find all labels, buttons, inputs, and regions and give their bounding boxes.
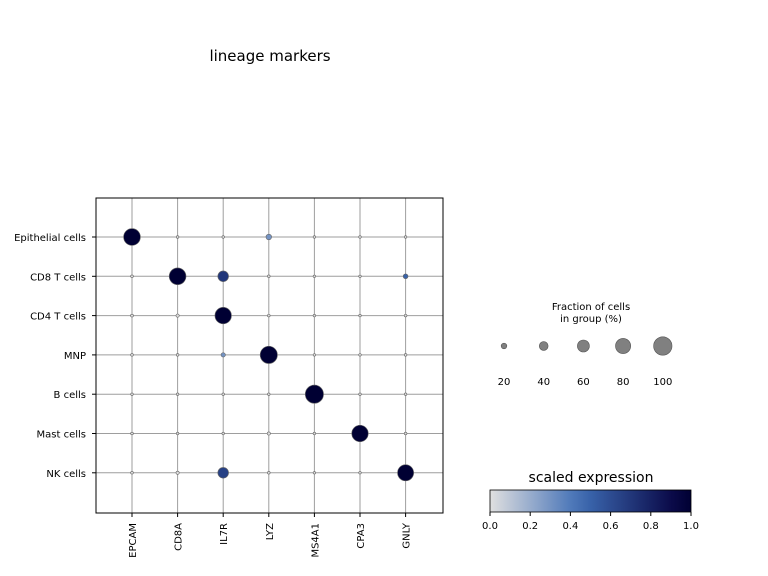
dotplot-panel: Epithelial cells CD8 T cells CD4 T cells MN… <box>14 197 444 558</box>
x-tick-label: EPCAM <box>128 523 139 558</box>
dot-ms4a1-mnp <box>312 353 316 357</box>
dot-ms4a1-nk-cells <box>312 471 316 475</box>
dot-gnly-nk-cells <box>397 464 414 482</box>
dot-cpa3-mnp <box>358 353 362 357</box>
dot-il7r-cd8-t-cells <box>217 270 229 282</box>
dot-lyz-mnp <box>259 345 278 364</box>
dot-cd8a-cd4-t-cells <box>175 313 180 318</box>
dot-il7r-b-cells <box>221 392 225 396</box>
dot-cd8a-b-cells <box>176 392 180 396</box>
dot-cd8a-mast-cells <box>176 431 180 436</box>
size-legend-label: 80 <box>617 377 630 388</box>
dot-il7r-mast-cells <box>221 431 225 436</box>
dot-gnly-b-cells <box>404 392 408 396</box>
dot-gnly-mast-cells <box>403 431 408 436</box>
dot-epcam-nk-cells <box>130 471 134 475</box>
dot-lyz-cd8-t-cells <box>267 274 271 278</box>
y-tick-label: CD4 T cells <box>30 312 86 323</box>
dot-cd8a-cd8-t-cells <box>168 267 187 285</box>
dot-lyz-nk-cells <box>267 471 271 475</box>
dot-cpa3-b-cells <box>358 392 362 396</box>
size-legend-label: 60 <box>577 377 590 388</box>
size-legend-dot <box>615 338 631 354</box>
x-tick-label: CPA3 <box>356 523 367 549</box>
colorbar <box>489 489 692 513</box>
colorbar-tick-label: 1.0 <box>683 521 699 532</box>
color-legend: scaled expression 0.0 0.2 0.4 0.6 0.8 1.0 <box>482 470 699 532</box>
dot-epcam-cd8-t-cells <box>130 274 134 278</box>
plot-frame <box>95 197 444 514</box>
dot-epcam-b-cells <box>130 392 134 396</box>
dot-il7r-cd4-t-cells <box>214 307 232 325</box>
size-legend-dot <box>577 339 590 353</box>
dot-ms4a1-mast-cells <box>312 431 316 436</box>
dot-epcam-epithelial-cells <box>123 228 141 246</box>
dot-cd8a-epithelial-cells <box>175 235 180 239</box>
y-tick-label: Epithelial cells <box>14 233 86 244</box>
dot-lyz-b-cells <box>267 392 271 396</box>
size-legend-title: in group (%) <box>560 314 622 325</box>
dot-cpa3-epithelial-cells <box>358 235 362 239</box>
dot-epcam-mast-cells <box>130 431 134 436</box>
dot-cd8a-nk-cells <box>175 470 180 475</box>
x-tick-label: CD8A <box>174 523 185 551</box>
size-legend-title: Fraction of cells <box>552 302 630 313</box>
y-tick-label: MNP <box>64 351 86 362</box>
y-tick-label: NK cells <box>46 469 86 480</box>
size-legend-dot <box>500 342 508 350</box>
dot-il7r-mnp <box>220 352 226 358</box>
dot-il7r-nk-cells <box>217 467 229 479</box>
dot-cpa3-mast-cells <box>351 424 369 443</box>
size-legend-dot <box>653 336 673 356</box>
dot-ms4a1-cd8-t-cells <box>312 274 316 278</box>
chart-title: lineage markers <box>209 47 330 65</box>
dot-gnly-cd4-t-cells <box>403 313 408 318</box>
size-legend-dot <box>538 341 549 351</box>
dot-gnly-cd8-t-cells <box>402 273 409 279</box>
y-tick-label: Mast cells <box>37 430 86 441</box>
dot-lyz-mast-cells <box>266 431 271 436</box>
dot-cpa3-cd4-t-cells <box>358 314 362 318</box>
dot-il7r-epithelial-cells <box>221 235 225 239</box>
colorbar-tick-label: 0.0 <box>482 521 498 532</box>
colorbar-tick-label: 0.2 <box>522 521 538 532</box>
y-tick-label: B cells <box>54 390 86 401</box>
dot-epcam-cd4-t-cells <box>130 313 134 318</box>
colorbar-tick-label: 0.4 <box>562 521 578 532</box>
x-tick-label: GNLY <box>402 522 413 548</box>
dot-ms4a1-b-cells <box>304 384 324 404</box>
dot-cpa3-cd8-t-cells <box>358 274 362 278</box>
colorbar-tick-label: 0.8 <box>643 521 659 532</box>
dot-lyz-epithelial-cells <box>265 233 272 241</box>
dot-gnly-epithelial-cells <box>404 235 408 239</box>
x-tick-label: IL7R <box>219 523 230 545</box>
size-legend-label: 100 <box>653 377 672 388</box>
color-legend-title: scaled expression <box>529 470 654 486</box>
y-tick-label: CD8 T cells <box>30 272 86 283</box>
size-legend-label: 20 <box>498 377 511 388</box>
dot-cd8a-mnp <box>175 353 180 357</box>
dot-ms4a1-epithelial-cells <box>312 235 316 239</box>
x-tick-label: LYZ <box>265 523 276 540</box>
dot-lyz-cd4-t-cells <box>267 313 271 318</box>
dot-ms4a1-cd4-t-cells <box>312 314 316 318</box>
dot-gnly-mnp <box>403 353 408 357</box>
size-legend-label: 40 <box>537 377 550 388</box>
x-tick-label: MS4A1 <box>310 523 321 558</box>
colorbar-tick-label: 0.6 <box>603 521 619 532</box>
dot-cpa3-nk-cells <box>358 471 362 475</box>
dot-epcam-mnp <box>130 353 134 357</box>
